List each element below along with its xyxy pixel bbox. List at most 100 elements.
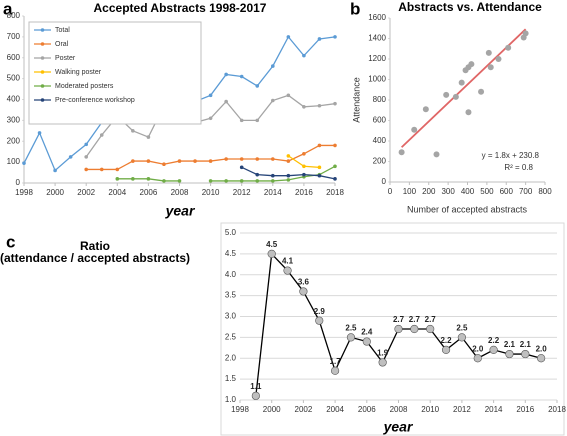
- data-label: 2.0: [472, 344, 484, 353]
- y-tick-label: 800: [373, 95, 387, 104]
- x-tick-label: 2016: [295, 188, 313, 197]
- data-point: [317, 173, 322, 178]
- x-tick-label: 400: [461, 187, 475, 196]
- data-point: [255, 118, 260, 123]
- x-tick-label: 2016: [516, 405, 534, 414]
- legend-marker: [40, 98, 45, 102]
- data-label: 4.5: [266, 240, 278, 249]
- data-point: [522, 30, 529, 37]
- data-point: [333, 101, 337, 106]
- legend-label: Pre-conference workshop: [55, 97, 135, 104]
- data-point: [239, 157, 244, 161]
- data-point: [346, 333, 356, 342]
- data-point: [271, 179, 275, 183]
- data-point: [255, 157, 260, 161]
- data-point: [115, 167, 120, 172]
- y-tick-label: 1400: [368, 34, 386, 43]
- data-point: [255, 84, 260, 88]
- data-label: 2.1: [504, 340, 516, 349]
- data-label: 2.0: [536, 344, 548, 353]
- y-tick-label: 4.5: [225, 249, 237, 258]
- y-tick-label: 1200: [368, 54, 386, 63]
- data-point: [267, 249, 276, 258]
- y-tick-label: 600: [7, 53, 21, 62]
- y-tick-label: 3.5: [225, 291, 237, 300]
- data-point: [457, 333, 467, 342]
- x-tick-label: 100: [403, 187, 417, 196]
- data-point: [302, 164, 306, 169]
- trend-line: [401, 28, 527, 148]
- data-point: [433, 151, 440, 158]
- data-point: [521, 349, 530, 359]
- x-tick-label: 2018: [326, 188, 344, 197]
- x-tick-label: 2018: [548, 405, 566, 414]
- y-tick-label: 300: [7, 115, 21, 124]
- data-point: [193, 159, 197, 163]
- y-tick-label: 500: [7, 74, 21, 83]
- data-point: [84, 167, 88, 172]
- data-point: [177, 159, 182, 163]
- y-tick-label: 700: [7, 32, 21, 41]
- x-axis-title: year: [165, 203, 196, 219]
- y-tick-label: 4.0: [225, 270, 237, 279]
- data-point: [286, 159, 291, 163]
- data-point: [99, 133, 104, 137]
- y-tick-label: 5.0: [225, 228, 237, 237]
- data-label: 2.5: [456, 323, 468, 332]
- data-point: [177, 179, 182, 183]
- data-point: [208, 179, 213, 183]
- data-point: [68, 155, 73, 159]
- data-point: [333, 164, 337, 169]
- data-point: [302, 172, 306, 177]
- panel-letter: c: [6, 232, 15, 251]
- x-tick-label: 2014: [264, 188, 282, 197]
- panel-letter: a: [3, 0, 13, 18]
- data-point: [283, 266, 292, 275]
- data-point: [468, 61, 475, 68]
- legend-label: Poster: [55, 55, 76, 62]
- data-point: [362, 337, 371, 346]
- data-label: 2.7: [393, 315, 405, 324]
- legend-box: [28, 21, 202, 125]
- x-tick-label: 2004: [108, 188, 126, 197]
- y-tick-label: 3.0: [225, 312, 237, 321]
- data-point: [286, 154, 291, 158]
- data-point: [131, 129, 135, 133]
- x-tick-label: 2004: [326, 405, 344, 414]
- y-tick-label: 400: [373, 136, 387, 145]
- data-label: 2.2: [488, 336, 500, 345]
- x-tick-label: 2002: [295, 405, 313, 414]
- chart-title: Abstracts vs. Attendance: [398, 0, 542, 14]
- data-point: [115, 177, 120, 181]
- data-point: [505, 44, 512, 51]
- data-point: [84, 142, 88, 147]
- data-label: 2.5: [345, 323, 357, 332]
- data-point: [317, 165, 322, 170]
- panel-letter: b: [350, 0, 360, 18]
- data-point: [271, 157, 275, 161]
- data-point: [131, 177, 135, 181]
- data-point: [465, 109, 472, 116]
- data-point: [452, 93, 459, 100]
- x-tick-label: 2006: [358, 405, 376, 414]
- y-tick-label: 2.5: [225, 332, 237, 341]
- data-point: [37, 131, 42, 135]
- data-label: 4.1: [282, 257, 294, 266]
- data-point: [162, 162, 166, 167]
- y-tick-label: 1000: [368, 75, 386, 84]
- data-point: [458, 79, 465, 86]
- data-point: [422, 106, 429, 113]
- data-point: [162, 179, 166, 183]
- y-tick-label: 0: [382, 177, 387, 186]
- data-point: [208, 116, 213, 121]
- data-point: [239, 118, 244, 123]
- y-tick-label: 200: [373, 157, 387, 166]
- data-point: [495, 56, 502, 62]
- data-point: [271, 64, 275, 68]
- data-point: [286, 173, 291, 178]
- data-point: [239, 165, 244, 170]
- data-point: [443, 91, 450, 98]
- legend-marker: [40, 42, 45, 46]
- x-tick-label: 2002: [77, 188, 95, 197]
